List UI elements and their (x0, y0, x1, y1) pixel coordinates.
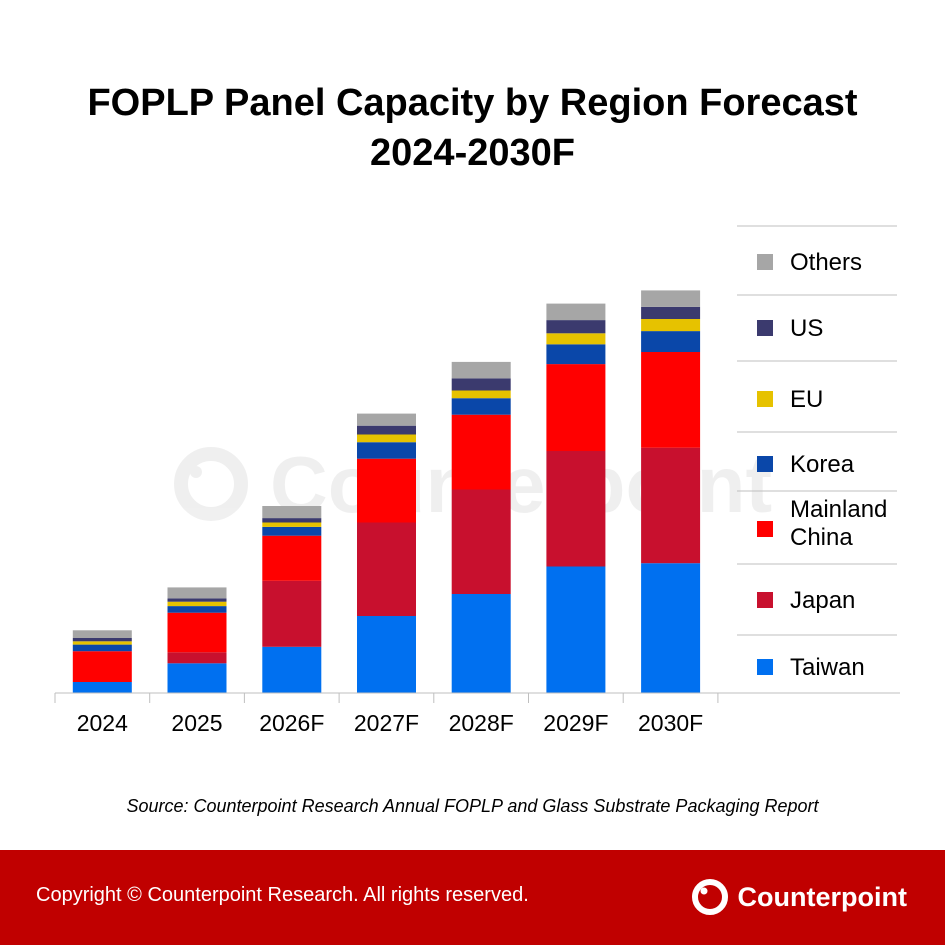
bar-others-2025 (167, 587, 227, 599)
copyright-text: Copyright © Counterpoint Research. All r… (36, 884, 529, 906)
bar-eu-2024 (72, 641, 132, 645)
bar-korea-2028F (451, 398, 511, 415)
x-tick-label: 2030F (638, 710, 703, 736)
source-note: Source: Counterpoint Research Annual FOP… (126, 796, 819, 816)
bar-others-2024 (72, 630, 132, 638)
bar-japan-2028F (451, 489, 511, 594)
bar-mainland-china-2030F (641, 352, 701, 448)
bar-mainland-china-2024 (72, 651, 132, 682)
legend-label-eu: EU (790, 386, 823, 413)
bar-us-2028F (451, 378, 511, 391)
bar-taiwan-2030F (641, 563, 701, 693)
footer-bar: Copyright © Counterpoint Research. All r… (0, 850, 945, 945)
bar-others-2027F (357, 413, 416, 426)
bar-japan-2027F (357, 522, 416, 616)
x-tick-label: 2028F (449, 710, 514, 736)
bar-japan-2030F (641, 447, 701, 564)
bar-mainland-china-2027F (357, 458, 416, 523)
bar-eu-2030F (641, 319, 701, 332)
bar-taiwan-2026F (262, 646, 322, 693)
bar-taiwan-2027F (357, 616, 416, 693)
bar-taiwan-2024 (72, 682, 132, 693)
x-tick-label: 2026F (259, 710, 324, 736)
legend-label-mainland-china: Mainland China (790, 496, 887, 551)
bars (72, 290, 701, 693)
bar-others-2026F (262, 506, 322, 519)
bar-eu-2029F (546, 333, 606, 345)
bar-taiwan-2025 (167, 663, 227, 693)
bar-eu-2026F (262, 522, 322, 527)
x-tick-label: 2024 (77, 710, 128, 736)
bar-us-2029F (546, 320, 606, 334)
bar-us-2025 (167, 598, 227, 602)
bar-taiwan-2028F (451, 594, 511, 693)
legend-label-others: Others (790, 249, 862, 276)
legend-swatch-eu (757, 391, 773, 407)
brand-name: Counterpoint (737, 881, 907, 912)
legend-label-us: US (790, 315, 823, 342)
chart-title-line2: 2024-2030F (370, 132, 575, 174)
bar-korea-2025 (167, 606, 227, 613)
bar-mainland-china-2025 (167, 612, 227, 653)
legend-swatch-japan (757, 592, 773, 608)
bar-taiwan-2029F (546, 566, 606, 693)
bar-mainland-china-2026F (262, 535, 322, 581)
legend-swatch-us (757, 320, 773, 336)
x-tick-label: 2025 (171, 710, 222, 736)
bar-others-2028F (451, 361, 511, 379)
stacked-bar-chart: Counterpoint 2024 2025 2026F 2027F 2028F 2029… (54, 225, 900, 736)
bar-mainland-china-2029F (546, 364, 606, 451)
legend-label-korea: Korea (790, 451, 855, 478)
bar-us-2027F (357, 425, 416, 435)
x-tick-label: 2029F (543, 710, 608, 736)
legend-swatch-korea (757, 456, 773, 472)
chart-title-line1: FOPLP Panel Capacity by Region Forecast (87, 82, 858, 124)
bar-korea-2029F (546, 344, 606, 365)
x-tick-label: 2027F (354, 710, 419, 736)
bar-japan-2026F (262, 580, 322, 647)
legend: Others US EU Korea Mainland China Japan Taiwan (737, 225, 897, 681)
bar-eu-2028F (451, 390, 511, 399)
bar-korea-2027F (357, 442, 416, 459)
bar-others-2029F (546, 303, 606, 321)
legend-label-taiwan: Taiwan (790, 654, 865, 681)
bar-us-2030F (641, 306, 701, 319)
bar-japan-2025 (167, 652, 227, 664)
counterpoint-logo-icon (691, 879, 728, 915)
bar-mainland-china-2028F (451, 414, 511, 490)
watermark-logo-dot (190, 466, 202, 478)
bar-korea-2024 (72, 644, 132, 652)
legend-swatch-mainland-china (757, 521, 773, 537)
bar-korea-2030F (641, 331, 701, 352)
bar-eu-2027F (357, 434, 416, 443)
legend-swatch-taiwan (757, 659, 773, 675)
bar-korea-2026F (262, 526, 322, 536)
bar-japan-2029F (546, 451, 606, 567)
watermark-logo-icon (174, 447, 248, 521)
legend-swatch-others (757, 254, 773, 270)
bar-us-2024 (72, 638, 132, 642)
bar-us-2026F (262, 518, 322, 523)
x-axis: 2024 2025 2026F 2027F 2028F 2029F 2030F (54, 692, 900, 736)
bar-others-2030F (641, 290, 701, 307)
legend-label-japan: Japan (790, 587, 855, 614)
brand-logo: Counterpoint (690, 874, 907, 920)
bar-eu-2025 (167, 601, 227, 607)
